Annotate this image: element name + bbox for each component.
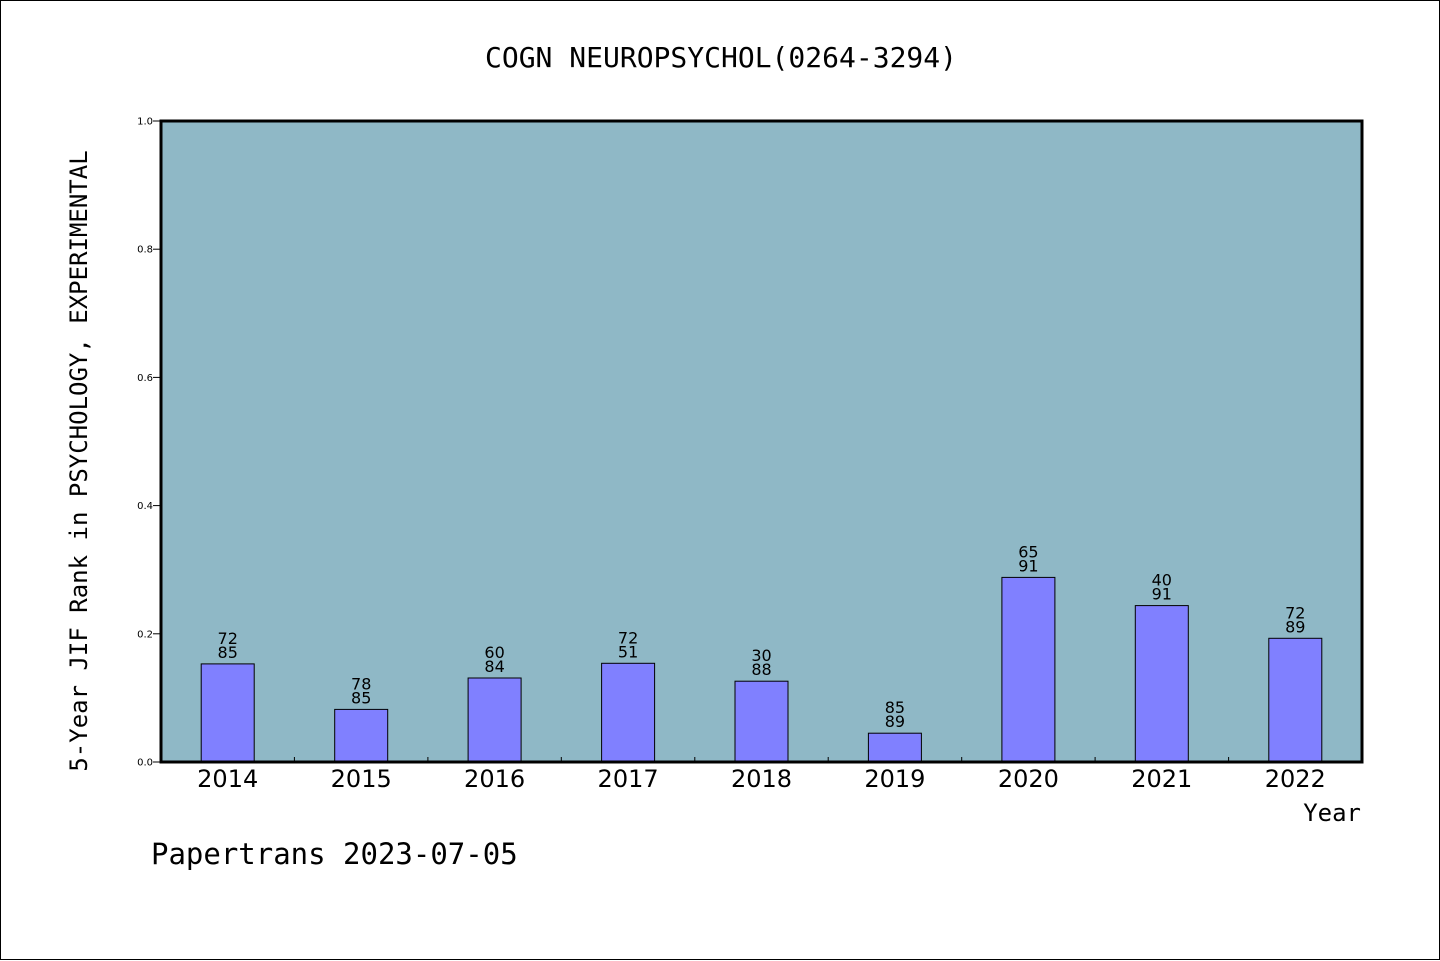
plot-border — [159, 119, 1364, 764]
bar-label-bottom-2020: 91 — [1018, 556, 1038, 575]
bar-label-top-2018: 30 — [751, 646, 771, 665]
y-tick-label: 0.4 — [137, 501, 153, 512]
x-tick-label-2021: 2021 — [1131, 765, 1192, 793]
bar-label-top-2021: 40 — [1152, 571, 1172, 590]
y-tick-label: 0.8 — [137, 245, 153, 256]
bar-2018 — [734, 680, 789, 763]
bar-2020 — [1001, 576, 1056, 763]
x-tick-label-2019: 2019 — [864, 765, 925, 793]
bar-label-bottom-2015: 85 — [351, 688, 371, 707]
y-tick-label: 0.0 — [137, 758, 153, 769]
bar-2022 — [1268, 637, 1323, 763]
bar-label-top-2017: 72 — [618, 628, 638, 647]
bars-group — [200, 576, 1323, 763]
y-tick-label: 0.6 — [137, 373, 153, 384]
x-tick-label-2018: 2018 — [731, 765, 792, 793]
bar-2021 — [1134, 605, 1189, 763]
bar-label-bottom-2019: 89 — [885, 712, 905, 731]
bar-label-bottom-2016: 84 — [484, 657, 504, 676]
bar-label-bottom-2022: 89 — [1285, 617, 1305, 636]
bar-label-bottom-2017: 51 — [618, 642, 638, 661]
x-tick-label-2017: 2017 — [598, 765, 659, 793]
x-tick-label-2014: 2014 — [197, 765, 258, 793]
x-tick-label-2015: 2015 — [331, 765, 392, 793]
bar-label-bottom-2018: 88 — [751, 660, 771, 679]
y-tick-label: 0.2 — [137, 629, 153, 640]
x-tick-label-2022: 2022 — [1265, 765, 1326, 793]
bar-label-top-2019: 85 — [885, 698, 905, 717]
footer-stamp: Papertrans 2023-07-05 — [151, 837, 518, 871]
bar-label-top-2014: 72 — [218, 629, 238, 648]
x-tick-label-2020: 2020 — [998, 765, 1059, 793]
x-tick-label-2016: 2016 — [464, 765, 525, 793]
bar-label-bottom-2014: 85 — [218, 643, 238, 662]
bar-label-bottom-2021: 91 — [1152, 585, 1172, 604]
y-axis-label: 5-Year JIF Rank in PSYCHOLOGY, EXPERIMEN… — [65, 150, 93, 771]
bar-label-top-2015: 78 — [351, 674, 371, 693]
bar-2016 — [467, 677, 522, 763]
bar-2014 — [200, 663, 255, 763]
chart-title: COGN NEUROPSYCHOL(0264-3294) — [485, 41, 957, 74]
bar-label-top-2022: 72 — [1285, 603, 1305, 622]
x-axis-label: Year — [1303, 799, 1361, 827]
bar-label-top-2020: 65 — [1018, 542, 1038, 561]
y-tick-label: 1.0 — [137, 117, 153, 128]
bar-2019 — [867, 732, 922, 763]
y-ticks-group: 0.0 0.2 0.4 0.6 0.8 1.0 — [137, 117, 161, 769]
bar-label-top-2016: 60 — [484, 643, 504, 662]
bar-2015 — [334, 708, 389, 763]
x-ticks-group: 2014 2015 2016 2017 2018 2019 2020 2021 2022 — [197, 757, 1326, 793]
bar-2017 — [601, 662, 656, 763]
